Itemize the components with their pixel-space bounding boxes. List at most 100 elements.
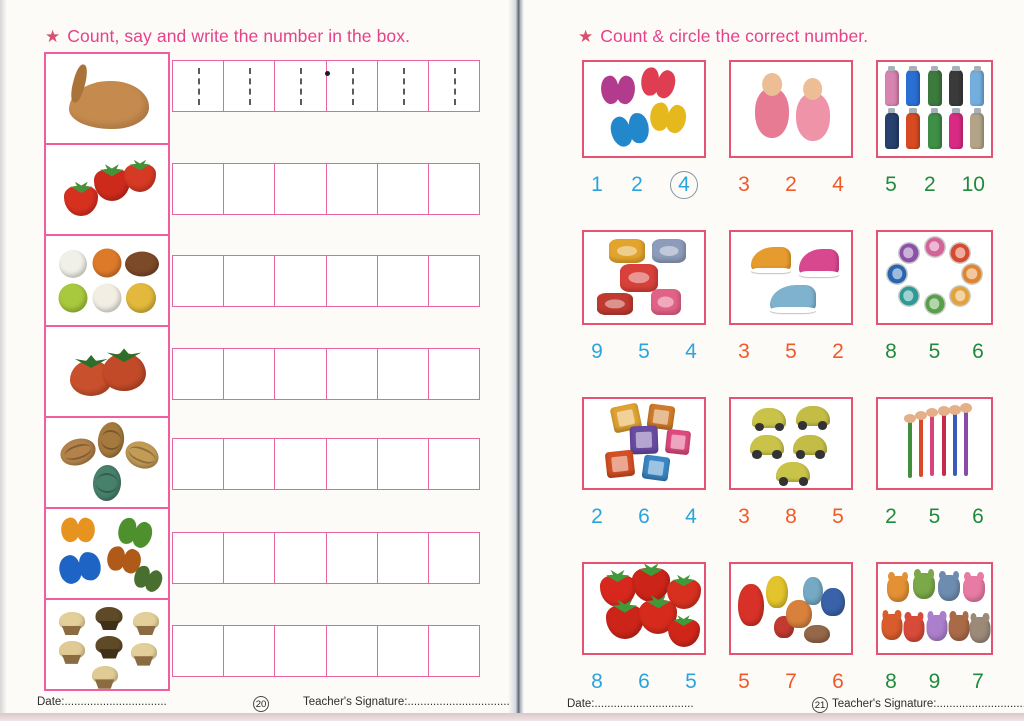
write-boxes-row-strawberries xyxy=(172,163,480,215)
option-number: 5 xyxy=(738,670,750,693)
options-row: 2 6 4 xyxy=(582,503,706,531)
options-row: 5 2 10 xyxy=(876,171,993,199)
butterfly-illustration xyxy=(648,102,688,135)
berry-illustration xyxy=(64,186,99,217)
ball-illustration xyxy=(92,248,122,278)
options-row: 2 5 6 xyxy=(876,503,993,531)
option-number: 7 xyxy=(972,670,984,693)
option-number: 6 xyxy=(972,340,984,363)
cupcake-illustration xyxy=(58,612,85,631)
write-box xyxy=(274,626,325,676)
doll-illustration xyxy=(795,92,830,141)
write-box xyxy=(376,349,428,399)
bottle-illustration xyxy=(948,107,963,149)
car-illustration xyxy=(776,461,811,486)
write-boxes-row-butterflies xyxy=(172,532,480,584)
option-number: 8 xyxy=(885,670,897,693)
options-row: 8 9 7 xyxy=(876,668,993,696)
write-box xyxy=(376,626,428,676)
option-number: 6 xyxy=(832,670,844,693)
count-cell-stuffed-animals: 8 9 7 xyxy=(876,562,993,696)
count-cell-butterfly-hair-clips: 1 2 4 xyxy=(582,60,706,199)
option-number: 5 xyxy=(928,340,941,363)
write-boxes-row-rabbit xyxy=(172,60,480,112)
picture-box-butterflies xyxy=(46,507,168,598)
option-number: 5 xyxy=(928,505,941,528)
bottle-illustration xyxy=(927,107,942,149)
berry-illustration xyxy=(123,163,156,192)
picture-box-strawberries xyxy=(46,143,168,234)
write-box xyxy=(223,626,274,676)
pencil-illustration xyxy=(918,417,923,478)
picture-box-baby-dolls xyxy=(729,60,853,158)
write-boxes-row-tomatoes xyxy=(172,348,480,400)
bottle-illustration xyxy=(906,107,921,149)
options-row: 3 5 2 xyxy=(729,338,853,366)
clip-illustration xyxy=(950,243,970,263)
tomato-illustration xyxy=(102,353,147,392)
blob-illustration xyxy=(786,599,813,628)
count-cell-water-bottles: 5 2 10 xyxy=(876,60,993,199)
plush-illustration xyxy=(913,569,936,600)
option-number: 5 xyxy=(685,670,697,693)
rabbit-illustration xyxy=(69,80,150,129)
ball-illustration xyxy=(58,283,88,313)
write-box xyxy=(325,439,377,489)
shoe-illustration xyxy=(798,249,839,278)
egg-illustration xyxy=(91,464,123,502)
plush-illustration xyxy=(948,611,970,642)
car-illustration xyxy=(793,435,828,459)
plush-illustration xyxy=(887,572,910,602)
write-box xyxy=(376,164,428,214)
options-row: 8 6 5 xyxy=(582,668,706,696)
write-box xyxy=(173,439,223,489)
option-number: 2 xyxy=(885,505,897,528)
option-number: 2 xyxy=(631,173,643,196)
picture-box-balls xyxy=(46,234,168,325)
write-box xyxy=(325,533,377,583)
picture-box-shoes xyxy=(729,230,853,325)
write-box xyxy=(274,61,325,111)
write-box xyxy=(223,349,274,399)
write-box xyxy=(223,61,274,111)
plush-illustration xyxy=(938,571,961,602)
option-number: 3 xyxy=(738,173,750,196)
option-number: 6 xyxy=(638,670,650,693)
picture-box-water-bottles xyxy=(876,60,993,158)
picture-box-plush-strawberries xyxy=(582,562,706,655)
butterfly-illustration xyxy=(132,564,166,594)
options-row: 9 5 4 xyxy=(582,338,706,366)
option-number: 6 xyxy=(638,505,650,528)
count-cell-round-hair-clips: 8 5 6 xyxy=(876,230,993,366)
pouch-illustration xyxy=(620,263,659,292)
cupcake-illustration xyxy=(58,640,85,659)
picture-box-round-hair-clips xyxy=(876,230,993,325)
butterfly-illustration xyxy=(639,66,677,99)
ball-illustration xyxy=(125,251,160,277)
write-box xyxy=(376,533,428,583)
bottle-illustration xyxy=(884,65,899,107)
page-left-edge xyxy=(0,0,7,721)
option-number: 3 xyxy=(738,340,750,363)
ball-illustration xyxy=(126,283,157,314)
egg-illustration xyxy=(95,420,127,460)
write-box xyxy=(325,626,377,676)
blob-illustration xyxy=(738,583,765,626)
teacher-signature-label: Teacher's Signature:....................… xyxy=(832,698,1024,710)
page-number: 21 xyxy=(812,697,828,713)
options-row: 8 5 6 xyxy=(876,338,993,366)
write-box xyxy=(274,533,325,583)
write-box xyxy=(427,533,479,583)
option-number: 4 xyxy=(832,173,844,196)
write-box xyxy=(274,164,325,214)
option-number: 3 xyxy=(738,505,750,528)
cupcake-illustration xyxy=(95,607,123,626)
option-number: 5 xyxy=(885,173,897,196)
picture-box-stuffed-animals xyxy=(876,562,993,655)
option-number: 7 xyxy=(785,670,797,693)
bottle-illustration xyxy=(906,65,921,107)
write-box xyxy=(173,349,223,399)
count-cell-plush-pouches: 9 5 4 xyxy=(582,230,706,366)
write-box xyxy=(427,626,479,676)
option-number: 9 xyxy=(591,340,603,363)
